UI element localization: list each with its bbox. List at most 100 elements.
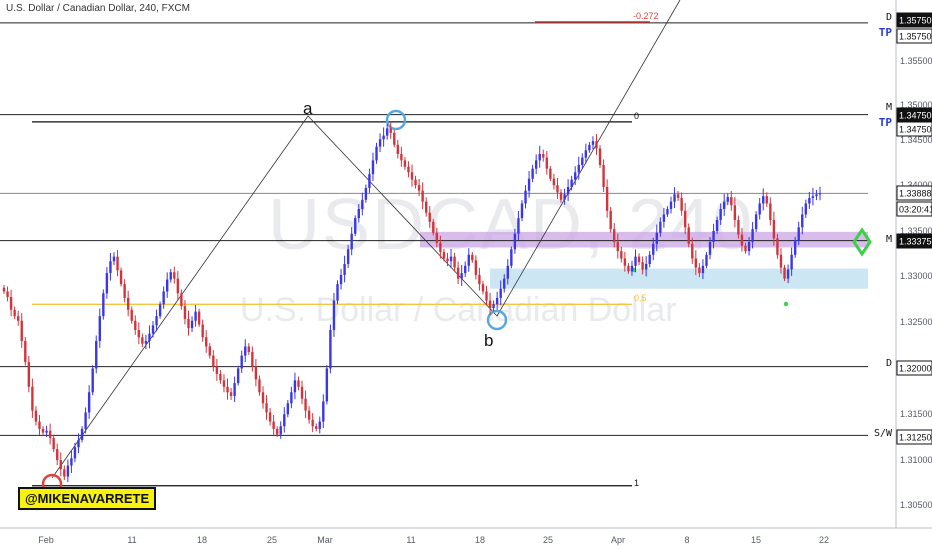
candle-body xyxy=(811,196,815,198)
price-label-box xyxy=(896,233,932,249)
candle-body xyxy=(545,157,549,169)
y-tick-label: 1.31500 xyxy=(900,409,932,419)
wave-bottom-circle xyxy=(486,309,508,331)
candle-body xyxy=(669,201,673,209)
candle-body xyxy=(446,258,449,262)
candle-body xyxy=(20,320,23,341)
candle-body xyxy=(343,263,346,275)
candle-body xyxy=(27,362,31,387)
price-label-box xyxy=(896,12,932,28)
candle-body xyxy=(311,419,314,427)
x-tick-label: 11 xyxy=(406,535,415,545)
x-tick-label: Apr xyxy=(611,535,625,545)
candle-body xyxy=(605,186,609,211)
x-tick-label: 25 xyxy=(543,535,553,545)
candle-body xyxy=(261,392,265,404)
candle-body xyxy=(740,234,744,246)
candle-body xyxy=(265,403,268,413)
price-label: 1.33375 xyxy=(896,233,932,249)
y-tick-label: 1.33000 xyxy=(900,271,932,281)
author-handle: @MIKENAVARRETE xyxy=(18,487,157,510)
price-label-text: 1.33375 xyxy=(899,237,932,247)
chart-title[interactable]: U.S. Dollar / Canadian Dollar, 240, FXCM xyxy=(6,3,190,14)
candle-body xyxy=(364,187,368,200)
price-axis: 1.35750 1.35500 1.35000 1.34500 1.34000 1.335… xyxy=(895,0,932,550)
candle-body xyxy=(808,197,811,204)
candle-body xyxy=(680,197,683,211)
candle-body xyxy=(613,229,616,242)
candle-body xyxy=(598,148,602,165)
y-tick-label: 1.35500 xyxy=(900,56,932,66)
candle-body xyxy=(733,205,737,220)
price-label-box xyxy=(896,121,932,137)
candle-body xyxy=(478,274,481,285)
candle-body xyxy=(59,460,62,470)
candle-body xyxy=(173,272,176,279)
candle-body xyxy=(378,139,382,147)
candle-body xyxy=(570,179,573,187)
candle-body xyxy=(240,355,243,369)
candle-body xyxy=(588,144,591,151)
marker-dot xyxy=(783,301,789,307)
candle-body xyxy=(758,203,761,215)
candle-body xyxy=(236,368,240,384)
candle-body xyxy=(48,430,52,439)
candle-body xyxy=(169,272,172,280)
price-axis-bg xyxy=(896,0,932,550)
candle-body xyxy=(634,256,637,266)
candle-body xyxy=(279,426,282,435)
candle-body xyxy=(396,144,400,154)
candle-body xyxy=(130,309,133,321)
candle-body xyxy=(63,469,66,477)
candle-body xyxy=(297,380,300,387)
candle-body xyxy=(45,430,48,433)
candle-body xyxy=(389,128,392,133)
level-tag: D xyxy=(886,12,892,23)
level-lines-layer xyxy=(0,21,868,487)
candle-body xyxy=(432,221,435,233)
candle-body xyxy=(492,304,495,308)
candle-body xyxy=(155,316,158,326)
candle-body xyxy=(581,157,584,165)
candle-body xyxy=(428,212,431,222)
candle-body xyxy=(80,428,84,440)
time-axis: Feb 11 18 25 Mar 11 18 25 Apr 8 15 22 xyxy=(0,527,932,545)
candle-body xyxy=(421,190,424,202)
candle-body xyxy=(158,304,162,317)
candle-body xyxy=(467,254,470,266)
candle-body xyxy=(116,256,119,271)
candle-body xyxy=(818,193,822,195)
candle-body xyxy=(630,265,634,272)
candle-body xyxy=(744,245,747,252)
candle-body xyxy=(790,254,793,270)
candle-body xyxy=(464,265,467,274)
candle-body xyxy=(683,210,687,228)
price-label-text: 1.34750 xyxy=(899,111,932,121)
y-tick-label: 1.35000 xyxy=(900,100,932,110)
candle-body xyxy=(627,265,630,272)
price-label: 1.31250 xyxy=(896,429,932,445)
candle-body xyxy=(513,233,517,250)
candle-body xyxy=(499,288,502,298)
candle-body xyxy=(247,346,250,352)
candle-body xyxy=(286,403,290,415)
candle-body xyxy=(219,373,222,381)
candle-body xyxy=(644,263,648,270)
candle-body xyxy=(414,179,417,186)
candle-body xyxy=(9,296,13,310)
candle-body xyxy=(31,386,34,411)
candle-body xyxy=(275,428,279,435)
tp-tag: TP xyxy=(879,116,893,129)
candle-body xyxy=(552,178,556,186)
candle-body xyxy=(751,229,754,242)
candle-body xyxy=(712,230,715,242)
candle-body xyxy=(623,258,627,266)
x-tick-label: 25 xyxy=(267,535,277,545)
candle-body xyxy=(141,337,144,344)
candle-body xyxy=(52,438,55,450)
candle-body xyxy=(662,214,666,222)
candle-body xyxy=(283,414,286,427)
price-label-box xyxy=(896,201,932,217)
candle-body xyxy=(176,278,180,294)
